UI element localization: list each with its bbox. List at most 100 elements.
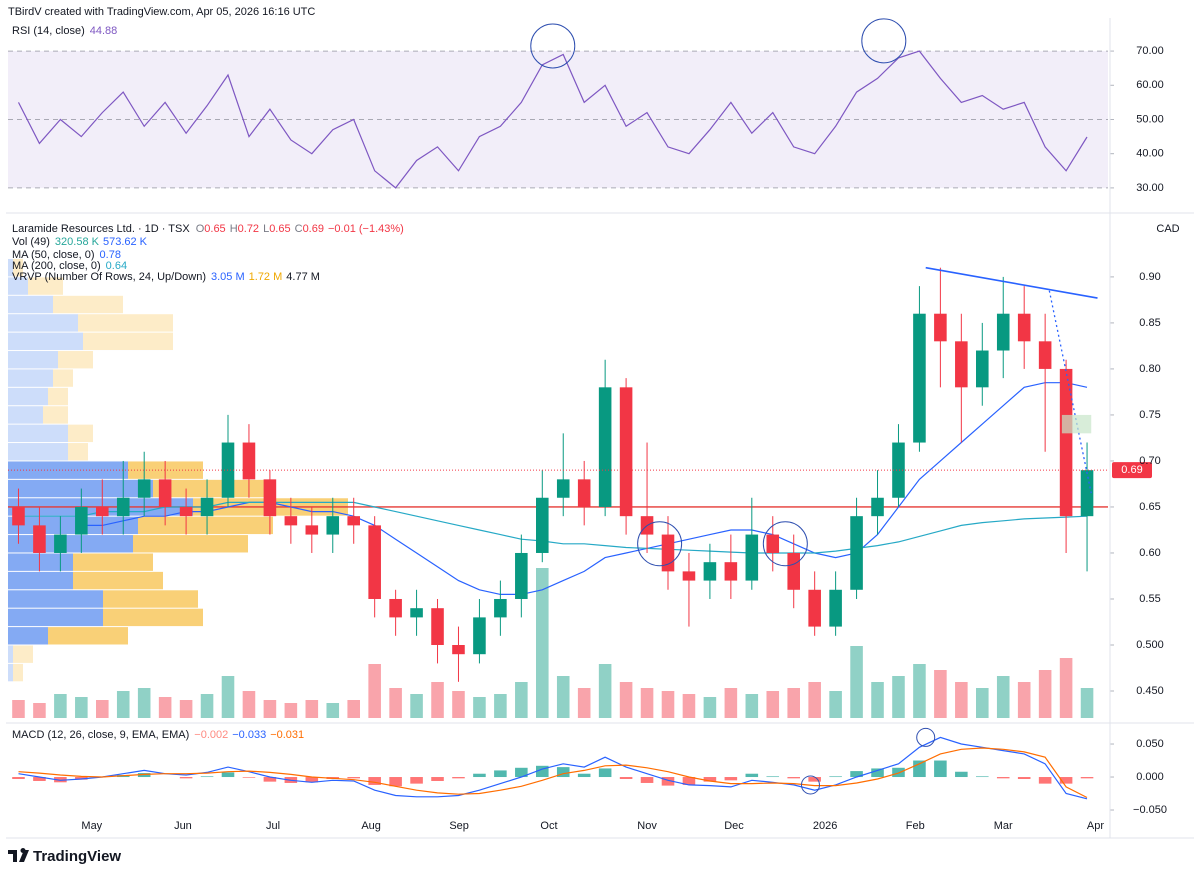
candle-body: [347, 516, 360, 526]
y-tick-label: 0.000: [1136, 771, 1164, 783]
currency: CAD: [1156, 223, 1179, 235]
y-tick-label: 70.00: [1136, 45, 1164, 57]
candle-body: [284, 516, 298, 526]
profile-down: [28, 277, 63, 295]
candle-body: [913, 313, 926, 443]
candle-body: [96, 506, 109, 517]
volume-bar: [96, 700, 109, 718]
volume-bar: [934, 670, 947, 718]
profile-down: [73, 553, 153, 571]
x-tick-label: May: [81, 820, 102, 832]
volume-bar: [347, 700, 360, 718]
signal-value: −0.031: [270, 729, 304, 741]
candle-body: [1080, 470, 1094, 517]
ma-legend: MA (50, close, 0) 0.78: [12, 249, 121, 261]
profile-up: [8, 535, 133, 553]
candle-body: [242, 442, 256, 480]
macd-histogram: [577, 773, 591, 778]
macd-histogram: [515, 767, 528, 778]
macd-histogram: [556, 767, 570, 778]
y-tick-label: 60.00: [1136, 79, 1164, 91]
volume-bar: [515, 682, 528, 718]
y-tick-label: 0.80: [1139, 363, 1160, 375]
profile-up: [8, 479, 153, 498]
volume-bar: [766, 691, 780, 718]
ohlc-value: 0.65: [269, 223, 290, 235]
volume-bar: [54, 694, 67, 718]
ohlc-label: L: [263, 223, 269, 235]
ohlc-value: 0.65: [204, 223, 225, 235]
candle-body: [12, 506, 25, 526]
macd-histogram: [1059, 777, 1073, 784]
volume-bar: [116, 691, 130, 718]
profile-up: [8, 387, 48, 406]
volume-bar: [955, 682, 968, 718]
volume-bar: [703, 697, 717, 718]
circle-drawing: [916, 727, 936, 747]
candle-body: [787, 552, 800, 590]
macd-histogram: [242, 777, 256, 778]
profile-up: [8, 663, 13, 682]
volume-bar: [452, 691, 465, 718]
profile-down: [53, 369, 73, 387]
macd-histogram: [661, 777, 675, 786]
profile-up: [8, 590, 103, 608]
macd-histogram: [221, 772, 235, 778]
candle-body: [766, 534, 780, 553]
x-tick-label: Aug: [361, 820, 381, 832]
volume-bar: [556, 676, 570, 718]
candle-body: [996, 313, 1010, 351]
candle-body: [619, 387, 633, 517]
candle-body: [389, 598, 402, 618]
target-box: [1061, 414, 1092, 434]
volume-bar: [536, 568, 549, 718]
profile-down: [48, 627, 128, 645]
profile-up: [8, 369, 53, 387]
macd-histogram: [179, 777, 193, 779]
macd-histogram: [766, 776, 780, 778]
candle-body: [1017, 313, 1031, 342]
macd-histogram: [955, 771, 968, 778]
profile-up: [8, 277, 28, 295]
volume-bar: [305, 700, 319, 718]
volume-bar: [913, 664, 926, 718]
candle-body: [137, 479, 151, 498]
candle-body: [976, 350, 989, 388]
vrvp-value: 4.77 M: [286, 271, 320, 283]
candle-body: [745, 534, 759, 581]
macd-histogram: [829, 776, 842, 778]
profile-down: [48, 387, 68, 406]
signal-line: [18, 747, 1088, 799]
macd-histogram: [619, 777, 633, 780]
circle-drawing: [637, 521, 683, 567]
macd-histogram: [1017, 777, 1031, 780]
volume-bar: [871, 682, 884, 718]
candle-body: [305, 525, 319, 535]
candle-body: [54, 534, 67, 553]
profile-up: [8, 406, 43, 424]
x-tick-label: Apr: [1087, 820, 1104, 832]
profile-down: [78, 314, 173, 332]
profile-down: [68, 424, 93, 443]
y-tick-label: 0.90: [1139, 271, 1160, 283]
circle-drawing: [800, 775, 820, 795]
macd-histogram: [347, 777, 360, 779]
logo[interactable]: TradingView: [8, 848, 121, 865]
macd-histogram: [976, 776, 989, 778]
x-tick-label: Jun: [174, 820, 192, 832]
candle-body: [452, 644, 465, 655]
macd-histogram: [892, 767, 905, 778]
candle-body: [556, 479, 570, 498]
candle-body: [158, 479, 172, 507]
candle-body: [703, 562, 717, 581]
volume-bar: [284, 703, 298, 718]
volume-bar: [494, 694, 507, 718]
profile-up: [8, 295, 53, 314]
logo-text: TradingView: [33, 848, 121, 865]
x-tick-label: 2026: [813, 820, 837, 832]
macd-histogram: [137, 773, 151, 778]
volume-bar: [808, 682, 821, 718]
volume-bar: [1059, 658, 1073, 718]
macd-histogram: [850, 771, 863, 778]
volume-bar: [75, 697, 88, 718]
